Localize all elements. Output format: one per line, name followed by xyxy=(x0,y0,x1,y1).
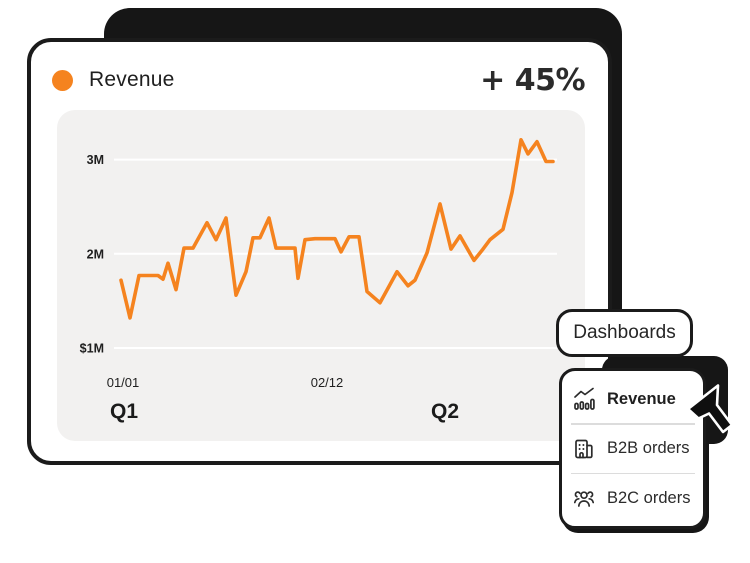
orange-dot-icon xyxy=(52,69,73,91)
menu-item-b2b-orders[interactable]: B2B orders xyxy=(562,425,703,473)
menu-item-revenue[interactable]: Revenue xyxy=(562,375,703,423)
menu-item-label: B2B orders xyxy=(607,439,690,457)
menu-divider xyxy=(571,472,695,474)
x-axis-tick: 02/12 xyxy=(311,375,344,390)
dashboards-button-label: Dashboards xyxy=(573,322,676,343)
quarter-label: Q2 xyxy=(431,400,459,423)
menu-divider xyxy=(571,423,695,425)
x-axis-tick: 01/01 xyxy=(107,375,140,390)
menu-item-b2c-orders[interactable]: B2C orders xyxy=(562,474,703,522)
y-axis-tick: $1M xyxy=(80,342,104,356)
y-axis-tick: 3M xyxy=(87,153,104,167)
revenue-chart-panel: $1M 2M 3M 01/01 02/12 Q1 Q2 xyxy=(57,110,585,441)
dashboards-dropdown-menu: Revenue B2B orders xyxy=(559,368,706,529)
menu-item-label: B2C orders xyxy=(607,488,691,507)
card-title: Revenue xyxy=(89,68,175,91)
y-axis-tick: 2M xyxy=(87,247,104,261)
revenue-card-header: Revenue + 45% xyxy=(52,60,585,100)
quarter-label: Q1 xyxy=(110,400,138,423)
revenue-chart-svg: $1M 2M 3M 01/01 02/12 Q1 Q2 xyxy=(80,137,557,423)
revenue-card-title-group: Revenue xyxy=(52,68,174,92)
dashboards-button[interactable]: Dashboards xyxy=(556,309,693,357)
menu-item-label: Revenue xyxy=(607,389,676,408)
trend-chart-icon xyxy=(572,387,596,411)
people-icon xyxy=(572,486,596,510)
building-icon xyxy=(572,437,596,461)
revenue-line-series xyxy=(119,137,555,320)
growth-percentage: + 45% xyxy=(480,62,585,98)
